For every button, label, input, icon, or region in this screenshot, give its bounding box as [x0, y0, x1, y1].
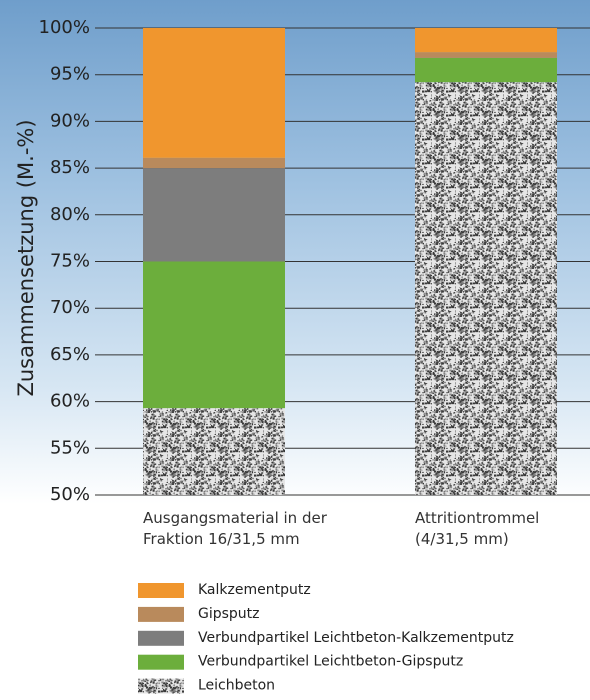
y-tick-label: 90%: [50, 110, 90, 131]
legend-label: Gipsputz: [198, 606, 260, 622]
y-tick-label: 75%: [50, 251, 90, 272]
y-tick-label: 65%: [50, 344, 90, 365]
bar-segment: [415, 57, 557, 83]
legend-item: Verbundpartikel Leichtbeton-Gipsputz: [138, 654, 463, 670]
y-tick-label: 95%: [50, 64, 90, 85]
legend-item: Gipsputz: [138, 606, 260, 622]
legend-swatch: [138, 630, 184, 646]
y-axis-label: Zusammensetzung (M.-%): [14, 119, 38, 396]
y-tick-label: 60%: [50, 391, 90, 412]
bar-segment: [415, 82, 557, 495]
legend-swatch: [138, 654, 184, 670]
legend-item: Verbundpartikel Leichtbeton-Kalkzementpu…: [138, 630, 514, 646]
y-tick-label: 85%: [50, 157, 90, 178]
bar-segment: [143, 28, 285, 158]
x-tick-label: Attritiontrommel (4/31,5 mm): [415, 509, 540, 548]
bar-segment: [415, 52, 557, 58]
y-tick-label: 55%: [50, 437, 90, 458]
y-tick-label: 70%: [50, 297, 90, 318]
bar-segment: [143, 157, 285, 169]
legend-label: Verbundpartikel Leichtbeton-Gipsputz: [198, 654, 463, 670]
bar-segment: [143, 261, 285, 409]
legend-swatch: [138, 606, 184, 622]
legend-label: Leichbeton: [198, 678, 275, 694]
x-tick-label: Ausgangsmaterial in der Fraktion 16/31,5…: [143, 509, 327, 548]
y-tick-label: 80%: [50, 204, 90, 225]
legend-label: Kalkzementputz: [198, 582, 311, 598]
legend-swatch: [138, 583, 184, 598]
bar-segment: [415, 28, 557, 53]
bar-segment: [143, 168, 285, 262]
y-tick-label: 50%: [50, 484, 90, 505]
legend-label: Verbundpartikel Leichtbeton-Kalkzementpu…: [198, 630, 514, 646]
legend-item: Kalkzementputz: [138, 582, 311, 598]
y-tick-label: 100%: [39, 17, 90, 38]
bar-segment: [143, 408, 285, 495]
legend-item: Leichbeton: [138, 678, 275, 694]
legend-swatch: [138, 678, 184, 694]
